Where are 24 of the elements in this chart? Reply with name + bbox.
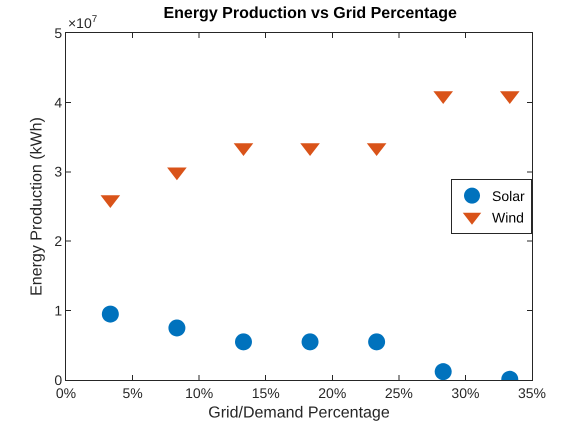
point [102,306,119,323]
point [302,333,319,350]
y-tick-label: 2 [54,233,62,250]
x-tick-label: 35% [518,384,546,401]
x-tick-label: 30% [451,384,480,401]
point [368,333,386,350]
x-tick-label: 10% [185,384,214,401]
text: ×10$^{7}$ [68,14,98,31]
chart-title: Energy Production vs Grid Percentage [163,4,458,22]
x-tick-label: 5% [122,384,143,401]
point [168,319,186,336]
y-tick-label: 4 [54,94,62,110]
point [234,333,252,350]
y-tick-label: 5 [54,24,62,41]
x-tick-label: 15% [252,384,280,401]
y-axis-title: Energy Production (kWh) [28,117,46,296]
legend-label: Wind [492,209,524,226]
y-tick-label: 1 [54,302,62,318]
x-axis-title: Grid/Demand Percentage [208,404,390,422]
legend-label: Solar [492,188,526,204]
y-tick-label: 3 [54,164,62,180]
point [434,363,452,380]
x-tick-label: 20% [318,384,346,401]
x-tick-label: 25% [384,384,413,401]
